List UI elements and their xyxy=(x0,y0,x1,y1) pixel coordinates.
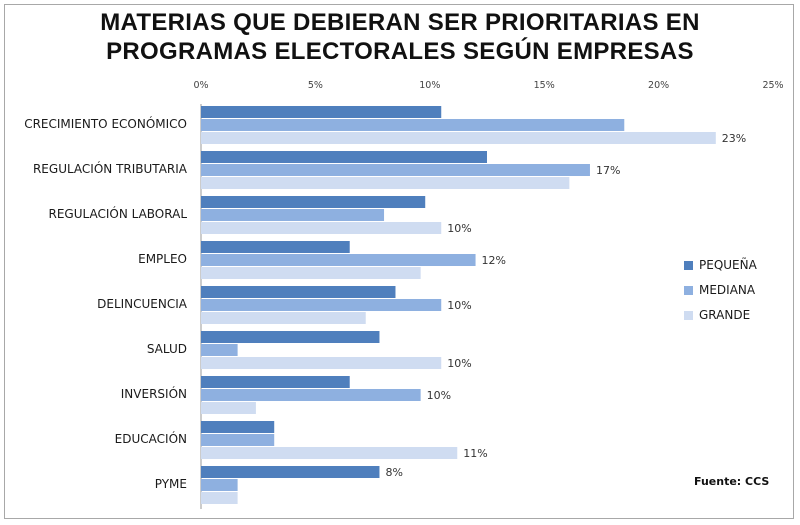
data-label: 10% xyxy=(427,389,451,402)
category-label: EMPLEO xyxy=(138,252,187,266)
bar-pequeña xyxy=(201,421,275,433)
category-label: PYME xyxy=(155,477,187,491)
data-label: 17% xyxy=(596,164,620,177)
bar-grande xyxy=(201,177,570,189)
legend-swatch-grande xyxy=(684,311,693,320)
category-label: EDUCACIÓN xyxy=(115,431,187,446)
data-label: 12% xyxy=(482,254,506,267)
legend-label-mediana: MEDIANA xyxy=(699,283,756,297)
bar-pequeña xyxy=(201,151,487,163)
data-label: 23% xyxy=(722,132,746,145)
bar-grande xyxy=(201,267,421,279)
chart-title-line-1: MATERIAS QUE DEBIERAN SER PRIORITARIAS E… xyxy=(100,9,700,36)
bar-pequeña xyxy=(201,106,442,118)
bar-mediana xyxy=(201,209,385,221)
source-note: Fuente: CCS xyxy=(694,475,769,488)
category-label: REGULACIÓN TRIBUTARIA xyxy=(33,161,188,176)
x-tick-label: 20% xyxy=(648,80,669,91)
bar-mediana xyxy=(201,164,590,176)
bar-pequeña xyxy=(201,241,350,253)
bar-mediana xyxy=(201,344,238,356)
chart-title-line-2: PROGRAMAS ELECTORALES SEGÚN EMPRESAS xyxy=(106,38,694,65)
category-label: REGULACIÓN LABORAL xyxy=(49,206,188,221)
x-tick-label: 25% xyxy=(762,80,783,91)
bar-pequeña xyxy=(201,466,380,478)
bar-mediana xyxy=(201,119,625,131)
data-labels: 23% 17% 10% 12% 10% 10% 10% 11% 8% xyxy=(385,132,746,479)
x-tick-label: 0% xyxy=(193,80,208,91)
category-label: INVERSIÓN xyxy=(121,386,187,401)
chart-title: MATERIAS QUE DEBIERAN SER PRIORITARIAS E… xyxy=(0,8,800,66)
bar-mediana xyxy=(201,434,275,446)
bar-grande xyxy=(201,132,716,144)
x-axis-ticks: 0% 5% 10% 15% 20% 25% xyxy=(193,80,783,91)
bar-grande xyxy=(201,357,442,369)
category-label: CRECIMIENTO ECONÓMICO xyxy=(24,116,187,131)
legend: PEQUEÑA MEDIANA GRANDE xyxy=(684,257,758,322)
x-tick-label: 10% xyxy=(419,80,440,91)
bar-grande xyxy=(201,447,458,459)
category-labels: CRECIMIENTO ECONÓMICO REGULACIÓN TRIBUTAR… xyxy=(24,116,188,491)
legend-swatch-mediana xyxy=(684,286,693,295)
data-label: 11% xyxy=(463,447,487,460)
bar-grande xyxy=(201,492,238,504)
bar-grande xyxy=(201,402,256,414)
x-tick-label: 5% xyxy=(308,80,323,91)
bar-grande xyxy=(201,312,366,324)
bar-pequeña xyxy=(201,331,380,343)
bar-mediana xyxy=(201,479,238,491)
bars xyxy=(201,106,716,504)
legend-label-grande: GRANDE xyxy=(699,308,750,322)
legend-swatch-pequeña xyxy=(684,261,693,270)
data-label: 8% xyxy=(385,466,402,479)
bar-mediana xyxy=(201,254,476,266)
bar-pequeña xyxy=(201,196,426,208)
bar-pequeña xyxy=(201,376,350,388)
bar-mediana xyxy=(201,389,421,401)
bar-pequeña xyxy=(201,286,396,298)
legend-label-pequeña: PEQUEÑA xyxy=(699,257,758,272)
category-label: DELINCUENCIA xyxy=(97,297,188,311)
data-label: 10% xyxy=(447,299,471,312)
category-label: SALUD xyxy=(147,342,187,356)
x-tick-label: 15% xyxy=(534,80,555,91)
bar-mediana xyxy=(201,299,442,311)
bar-grande xyxy=(201,222,442,234)
data-label: 10% xyxy=(447,222,471,235)
data-label: 10% xyxy=(447,357,471,370)
